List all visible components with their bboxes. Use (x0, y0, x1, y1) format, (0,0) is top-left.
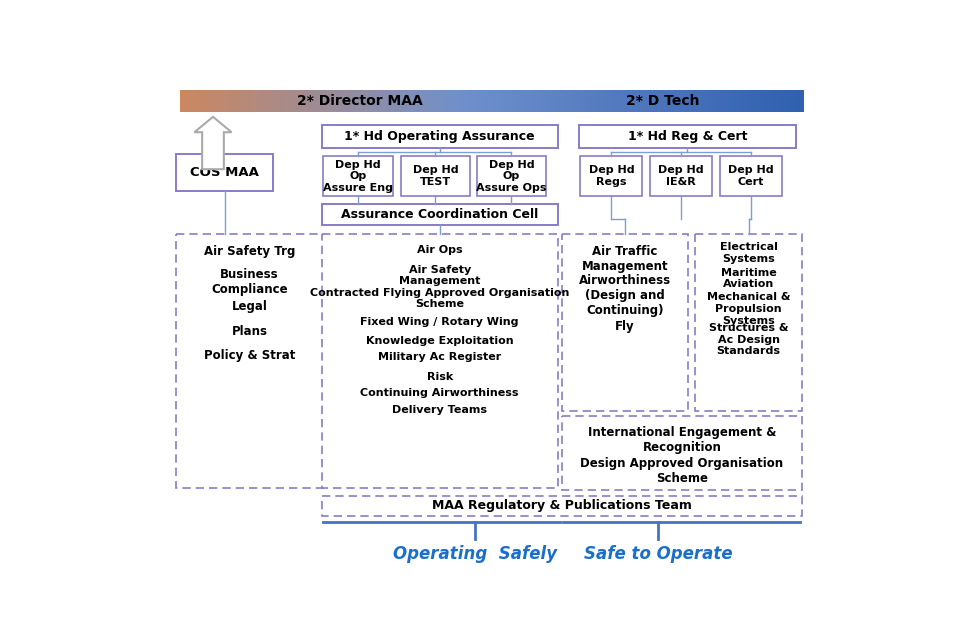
Text: Risk: Risk (426, 372, 453, 381)
Text: Legal: Legal (231, 300, 268, 313)
Text: Dep Hd
Cert: Dep Hd Cert (728, 165, 774, 187)
FancyBboxPatch shape (322, 204, 558, 225)
Text: Structures &
Ac Design
Standards: Structures & Ac Design Standards (708, 323, 788, 356)
Text: 2* Director MAA: 2* Director MAA (298, 95, 423, 108)
Text: Electrical
Systems: Electrical Systems (720, 243, 778, 264)
Text: Continuing Airworthiness: Continuing Airworthiness (360, 388, 519, 398)
Text: Military Ac Register: Military Ac Register (378, 353, 501, 362)
Text: 1* Hd Reg & Cert: 1* Hd Reg & Cert (628, 129, 747, 143)
Text: Dep Hd
Op
Assure Ops: Dep Hd Op Assure Ops (476, 159, 546, 193)
Text: Air Ops: Air Ops (417, 244, 463, 255)
FancyBboxPatch shape (322, 125, 558, 148)
FancyBboxPatch shape (176, 234, 324, 488)
Text: Contracted Flying Approved Organisation
Scheme: Contracted Flying Approved Organisation … (310, 288, 569, 309)
FancyBboxPatch shape (581, 156, 642, 196)
Text: COS MAA: COS MAA (190, 166, 259, 179)
Text: Airworthiness
(Design and
Continuing): Airworthiness (Design and Continuing) (579, 274, 671, 317)
FancyBboxPatch shape (720, 156, 781, 196)
Text: Air Safety
Management: Air Safety Management (399, 265, 480, 286)
Text: Design Approved Organisation
Scheme: Design Approved Organisation Scheme (580, 457, 783, 485)
FancyBboxPatch shape (579, 125, 796, 148)
FancyBboxPatch shape (695, 234, 802, 411)
Text: International Engagement &
Recognition: International Engagement & Recognition (588, 426, 776, 454)
Text: Dep Hd
TEST: Dep Hd TEST (413, 165, 458, 187)
Text: Assurance Coordination Cell: Assurance Coordination Cell (341, 208, 539, 221)
Text: Delivery Teams: Delivery Teams (393, 405, 487, 415)
Text: Air Safety Trg: Air Safety Trg (204, 244, 295, 258)
Text: Fixed Wing / Rotary Wing: Fixed Wing / Rotary Wing (360, 317, 519, 327)
Text: Knowledge Exploitation: Knowledge Exploitation (366, 335, 514, 346)
FancyBboxPatch shape (176, 154, 274, 191)
FancyBboxPatch shape (322, 234, 558, 488)
FancyBboxPatch shape (650, 156, 712, 196)
FancyBboxPatch shape (562, 415, 802, 490)
Text: Plans: Plans (231, 324, 268, 338)
Text: Policy & Strat: Policy & Strat (204, 349, 295, 362)
Text: MAA Regulatory & Publications Team: MAA Regulatory & Publications Team (432, 499, 692, 512)
Text: Maritime
Aviation: Maritime Aviation (721, 268, 777, 289)
FancyBboxPatch shape (562, 234, 688, 411)
FancyBboxPatch shape (322, 495, 802, 516)
Text: Air Traffic
Management: Air Traffic Management (582, 244, 668, 273)
Text: Fly: Fly (615, 320, 635, 333)
Text: 2* D Tech: 2* D Tech (626, 95, 699, 108)
FancyBboxPatch shape (476, 156, 546, 196)
Text: Operating  Safely: Operating Safely (394, 545, 558, 563)
Text: Safe to Operate: Safe to Operate (584, 545, 732, 563)
FancyBboxPatch shape (324, 156, 393, 196)
Text: Dep Hd
IE&R: Dep Hd IE&R (659, 165, 704, 187)
FancyBboxPatch shape (400, 156, 470, 196)
Text: Dep Hd
Op
Assure Eng: Dep Hd Op Assure Eng (323, 159, 393, 193)
Text: Dep Hd
Regs: Dep Hd Regs (588, 165, 635, 187)
Text: 1* Hd Operating Assurance: 1* Hd Operating Assurance (345, 129, 535, 143)
Text: Business
Compliance: Business Compliance (211, 268, 288, 296)
Polygon shape (194, 117, 231, 169)
Text: Mechanical &
Propulsion
Systems: Mechanical & Propulsion Systems (707, 292, 790, 326)
